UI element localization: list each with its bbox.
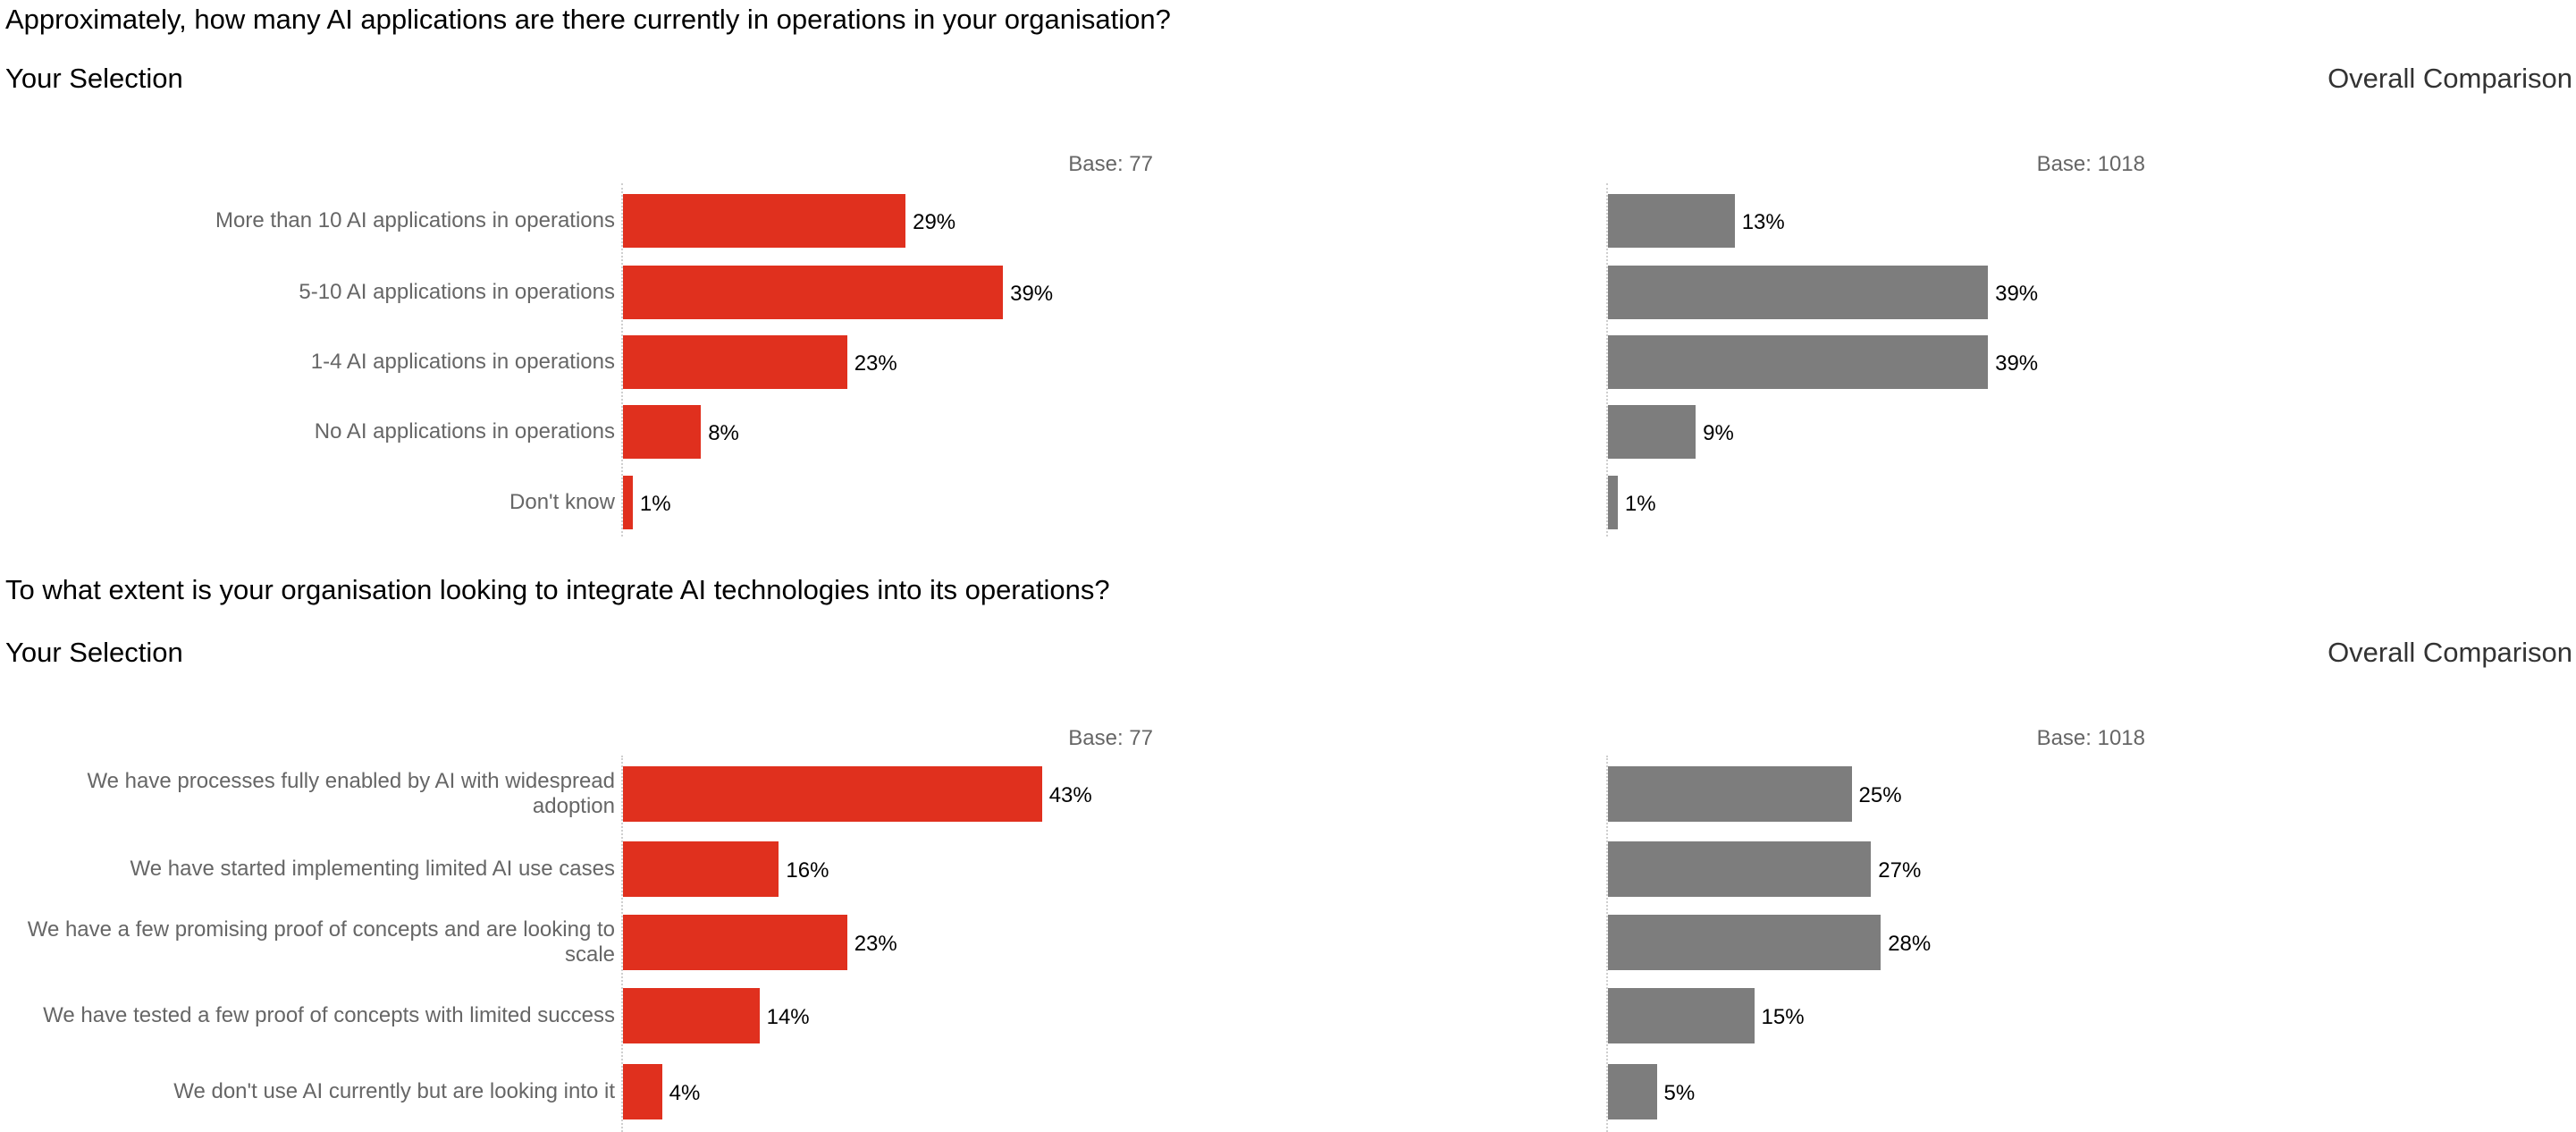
comparison-panel-title-1: Overall Comparison bbox=[2328, 63, 2572, 94]
selection-bar bbox=[623, 335, 847, 389]
selection-value-label: 14% bbox=[766, 1005, 810, 1029]
selection-bar bbox=[623, 405, 702, 459]
category-label: We have started implementing limited AI … bbox=[130, 857, 615, 881]
comparison-panel-title-2: Overall Comparison bbox=[2328, 637, 2572, 668]
comparison-value-label: 15% bbox=[1761, 1005, 1805, 1029]
comparison-bar bbox=[1608, 194, 1735, 248]
comparison-bar bbox=[1608, 405, 1696, 459]
comparison-base-label-2: Base: 1018 bbox=[2036, 726, 2145, 750]
question-2-title: To what extent is your organisation look… bbox=[5, 574, 1110, 605]
selection-value-label: 23% bbox=[854, 351, 897, 376]
comparison-bar bbox=[1608, 335, 1989, 389]
comparison-bar bbox=[1608, 915, 1881, 970]
comparison-value-label: 9% bbox=[1703, 421, 1734, 445]
selection-bar bbox=[623, 1064, 662, 1119]
category-label: We have processes fully enabled by AI wi… bbox=[87, 769, 615, 818]
selection-value-label: 1% bbox=[639, 492, 671, 516]
selection-value-label: 4% bbox=[669, 1081, 701, 1105]
selection-axis-1 bbox=[621, 183, 623, 536]
selection-value-label: 16% bbox=[786, 858, 829, 883]
category-label: 1-4 AI applications in operations bbox=[310, 350, 615, 374]
comparison-value-label: 25% bbox=[1858, 783, 1902, 807]
category-label: Don't know bbox=[509, 490, 615, 514]
comparison-bar bbox=[1608, 841, 1872, 897]
category-label: More than 10 AI applications in operatio… bbox=[215, 208, 615, 232]
comparison-bar bbox=[1608, 1064, 1657, 1119]
question-1-title: Approximately, how many AI applications … bbox=[5, 4, 1171, 35]
comparison-axis-2 bbox=[1606, 756, 1608, 1132]
category-label: We have tested a few proof of concepts w… bbox=[43, 1003, 615, 1027]
comparison-bar bbox=[1608, 476, 1618, 529]
comparison-value-label: 27% bbox=[1878, 858, 1922, 883]
category-label: 5-10 AI applications in operations bbox=[299, 280, 615, 304]
selection-value-label: 43% bbox=[1048, 783, 1092, 807]
category-label: We don't use AI currently but are lookin… bbox=[173, 1079, 615, 1103]
selection-value-label: 39% bbox=[1010, 282, 1054, 306]
selection-bar bbox=[623, 194, 906, 248]
category-label: No AI applications in operations bbox=[314, 419, 615, 444]
category-label: We have a few promising proof of concept… bbox=[27, 917, 615, 967]
comparison-bar bbox=[1608, 266, 1989, 319]
selection-bar bbox=[623, 266, 1004, 319]
comparison-bar bbox=[1608, 988, 1755, 1043]
selection-base-label-2: Base: 77 bbox=[1068, 726, 1153, 750]
comparison-bar bbox=[1608, 766, 1852, 822]
comparison-base-label-1: Base: 1018 bbox=[2036, 152, 2145, 176]
comparison-value-label: 28% bbox=[1888, 932, 1932, 956]
comparison-value-label: 13% bbox=[1741, 210, 1785, 234]
selection-bar bbox=[623, 915, 847, 970]
comparison-value-label: 5% bbox=[1663, 1081, 1696, 1105]
selection-bar bbox=[623, 841, 779, 897]
comparison-axis-1 bbox=[1606, 183, 1608, 536]
comparison-value-label: 39% bbox=[1995, 351, 2039, 376]
selection-value-label: 23% bbox=[854, 932, 897, 956]
selection-bar bbox=[623, 476, 633, 529]
comparison-value-label: 39% bbox=[1995, 282, 2039, 306]
selection-bar bbox=[623, 988, 760, 1043]
selection-value-label: 8% bbox=[708, 421, 739, 445]
selection-axis-2 bbox=[621, 756, 623, 1132]
selection-base-label-1: Base: 77 bbox=[1068, 152, 1153, 176]
selection-bar bbox=[623, 766, 1042, 822]
selection-value-label: 29% bbox=[913, 210, 956, 234]
selection-panel-title-1: Your Selection bbox=[5, 63, 183, 94]
comparison-value-label: 1% bbox=[1624, 492, 1656, 516]
selection-panel-title-2: Your Selection bbox=[5, 637, 183, 668]
